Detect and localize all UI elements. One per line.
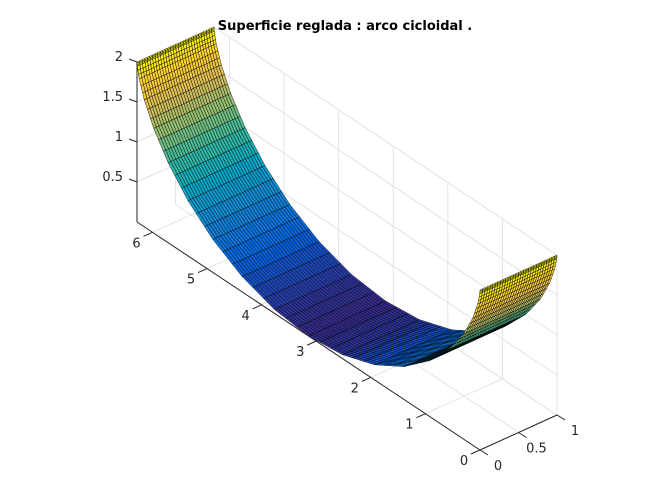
x-tick [197,268,208,274]
x-tick-label: 3 [296,345,304,360]
x-tick [307,340,317,346]
z-tick [128,98,138,103]
y-tick-label: 1 [571,424,579,439]
z-tick-label: 0.5 [102,170,123,185]
z-tick-label: 1 [115,130,123,145]
z-tick-label: 2 [115,50,123,65]
chart-title: Superficie reglada : arco cicloidal . [218,19,472,34]
y-tick-label: 0.5 [526,442,547,457]
wall-grid-line [213,66,558,296]
x-tick [361,376,372,382]
x-tick [252,304,262,310]
wall-grid-line [213,26,558,256]
z-tick [128,178,138,183]
z-tick-label: 1.5 [102,90,123,105]
surface-mesh [136,26,558,367]
x-tick-label: 6 [132,236,140,251]
x-tick-label: 4 [241,309,249,324]
x-tick-label: 0 [460,454,468,469]
x-tick-label: 5 [187,273,195,288]
z-tick [128,138,138,143]
surface-patch [479,288,483,292]
x-tick [416,413,426,419]
x-tick [143,231,153,237]
y-tick-label: 0 [494,459,502,474]
x-axis-line [136,221,481,451]
y-tick [479,449,489,456]
x-tick-label: 2 [351,381,359,396]
y-tick [518,432,527,438]
y-tick [556,414,566,421]
z-tick [128,58,138,63]
x-tick-label: 1 [405,418,413,433]
x-tick [470,449,481,455]
axes: 0 1 2 3 4 5 6 0 0.5 1 0.5 1 1.5 2 [102,50,579,474]
